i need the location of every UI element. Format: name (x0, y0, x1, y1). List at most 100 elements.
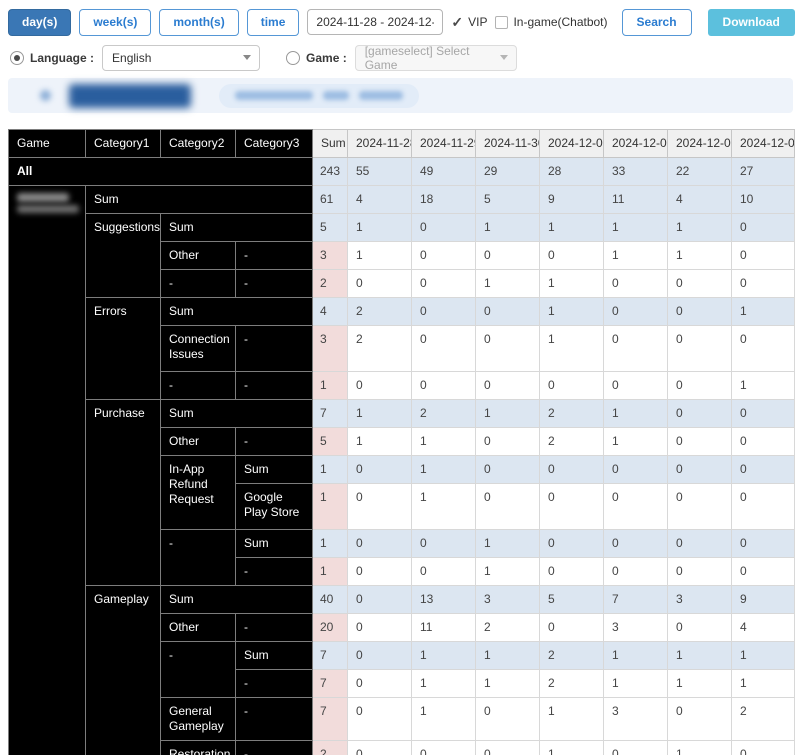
download-button[interactable]: Download (707, 8, 795, 36)
value-cell: 3 (603, 697, 668, 741)
value-cell: 0 (475, 427, 540, 456)
value-cell: 1 (603, 399, 668, 428)
redacted-text (323, 91, 349, 100)
value-cell: 11 (411, 613, 476, 642)
value-cell: 0 (667, 483, 732, 530)
column-header: Sum (312, 129, 348, 158)
vip-checked-icon[interactable] (451, 15, 463, 29)
language-select-value: English (112, 51, 152, 65)
table-row: Suggestions Sum 5 1 0 1 1 1 1 0 (9, 213, 795, 298)
value-cell: 1 (411, 697, 476, 741)
value-cell: 1 (475, 557, 540, 586)
row-label-cell: Other (160, 427, 236, 456)
row-label-cell: Errors (85, 297, 161, 400)
value-cell: 2 (347, 297, 412, 326)
value-cell: 1 (603, 213, 668, 242)
value-cell: 0 (731, 399, 795, 428)
value-cell: 0 (347, 613, 412, 642)
row-label-cell: Other (160, 241, 236, 270)
caret-down-icon (499, 55, 508, 60)
row-label-cell: - (235, 427, 313, 456)
value-cell: 1 (667, 641, 732, 670)
row-label-cell: - (160, 371, 236, 400)
sum-cell: 1 (312, 371, 348, 400)
language-select[interactable]: English (102, 45, 261, 71)
column-header: Category2 (160, 129, 236, 158)
game-radio[interactable] (286, 51, 301, 65)
sum-cell: 61 (312, 185, 348, 214)
value-cell: 0 (667, 371, 732, 400)
value-cell: 0 (539, 371, 604, 400)
sum-cell: 7 (312, 697, 348, 741)
value-cell: 1 (667, 241, 732, 270)
row-label-cell: Sum (160, 297, 313, 326)
row-label-cell: - (160, 529, 236, 586)
column-header: 2024-12-03 (667, 129, 732, 158)
redacted-button-group[interactable] (219, 83, 419, 108)
value-cell: 0 (411, 241, 476, 270)
value-cell: 5 (539, 585, 604, 614)
game-label: Game : (306, 51, 347, 65)
value-cell: 0 (539, 483, 604, 530)
language-label: Language : (30, 51, 95, 65)
date-range-input[interactable] (307, 9, 444, 35)
sum-cell: 2 (312, 269, 348, 298)
sum-cell: 1 (312, 455, 348, 484)
value-cell: 3 (667, 585, 732, 614)
period-months-button[interactable]: month(s) (159, 8, 239, 36)
redacted-text (235, 91, 313, 100)
row-label-cell: - (160, 269, 236, 298)
value-cell: 7 (603, 585, 668, 614)
value-cell: 0 (667, 455, 732, 484)
value-cell: 0 (603, 325, 668, 372)
table-row: Purchase Sum 7 1 2 1 2 1 0 0 (9, 399, 795, 586)
ingame-checkbox[interactable] (495, 15, 509, 29)
value-cell: 1 (539, 325, 604, 372)
row-label-cell: Other (160, 613, 236, 642)
value-cell: 0 (667, 613, 732, 642)
row-label-cell: All (8, 157, 313, 186)
redacted-primary-button[interactable] (69, 83, 191, 108)
value-cell: 0 (347, 529, 412, 558)
sum-cell: 1 (312, 529, 348, 558)
value-cell: 0 (475, 325, 540, 372)
sum-cell: 4 (312, 297, 348, 326)
value-cell: 0 (539, 529, 604, 558)
value-cell: 0 (731, 557, 795, 586)
sum-cell: 2 (312, 740, 348, 755)
table-head: Game Category1 Category2 Category3 Sum 2024-1… (8, 129, 795, 158)
period-time-button[interactable]: time (246, 8, 300, 36)
redacted-icon (40, 90, 51, 101)
value-cell: 0 (411, 325, 476, 372)
row-label-cell: Sum (235, 529, 313, 558)
value-cell: 0 (667, 325, 732, 372)
row-label-cell: - (235, 241, 313, 270)
value-cell: 1 (603, 427, 668, 456)
row-label-cell: - (235, 557, 313, 586)
row-label-cell: General Gameplay (160, 697, 236, 741)
value-cell: 1 (475, 669, 540, 698)
value-cell: 0 (731, 529, 795, 558)
value-cell: 1 (731, 297, 795, 326)
row-label-cell: - (235, 325, 313, 372)
value-cell: 1 (731, 641, 795, 670)
header-row: Game Category1 Category2 Category3 Sum 2024-1… (8, 129, 795, 158)
value-cell: 1 (475, 213, 540, 242)
language-radio[interactable] (10, 51, 24, 65)
row-label-cell: Google Play Store (235, 483, 313, 530)
period-days-button[interactable]: day(s) (8, 8, 72, 36)
game-select[interactable]: [gameselect] Select Game (354, 44, 517, 72)
period-weeks-button[interactable]: week(s) (79, 8, 152, 36)
value-cell: 3 (603, 613, 668, 642)
search-button[interactable]: Search (621, 8, 692, 36)
value-cell: 0 (539, 241, 604, 270)
value-cell: 0 (731, 213, 795, 242)
value-cell: 0 (667, 427, 732, 456)
value-cell: 10 (731, 185, 795, 214)
row-label-cell: Connection Issues (160, 325, 236, 372)
column-header: 2024-12-04 (731, 129, 795, 158)
value-cell: 1 (539, 213, 604, 242)
value-cell: 0 (411, 213, 476, 242)
value-cell: 9 (731, 585, 795, 614)
